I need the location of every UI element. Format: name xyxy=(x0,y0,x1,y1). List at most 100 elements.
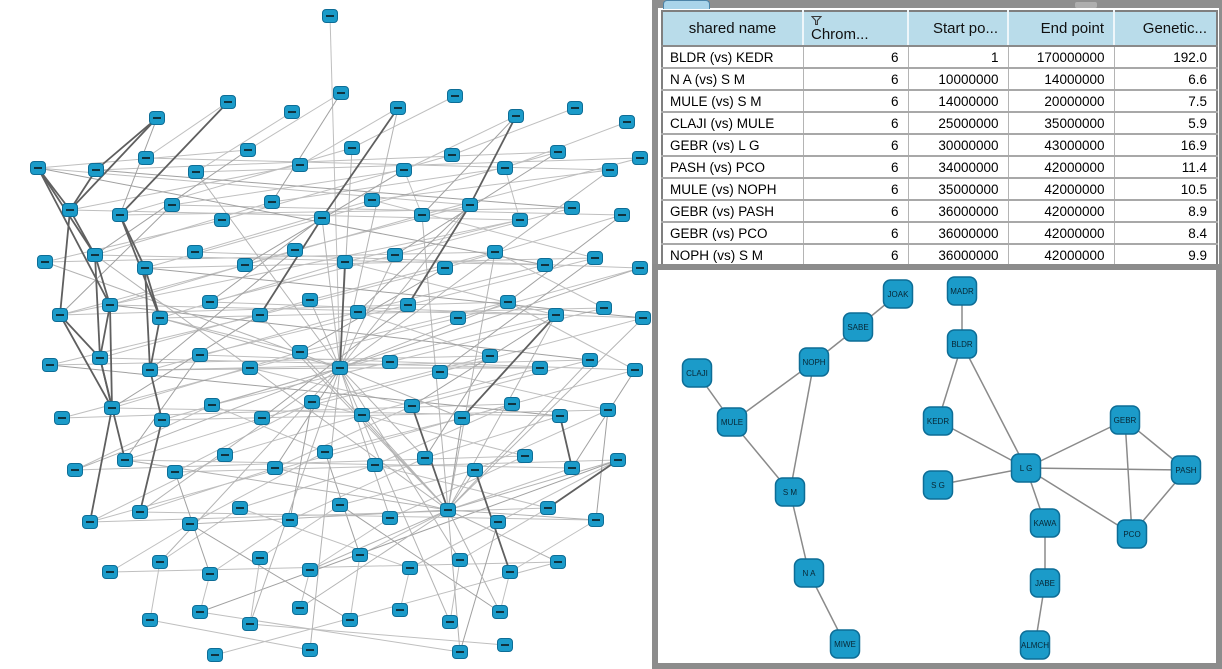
network-node-jabe[interactable]: JABE xyxy=(1029,568,1061,598)
network-node-s-g[interactable]: S G xyxy=(922,470,954,500)
network-node[interactable] xyxy=(240,143,256,157)
network-node[interactable] xyxy=(564,461,580,475)
network-node[interactable] xyxy=(550,145,566,159)
network-node[interactable] xyxy=(610,453,626,467)
network-node[interactable] xyxy=(487,245,503,259)
network-node[interactable] xyxy=(52,308,68,322)
network-node[interactable] xyxy=(490,515,506,529)
network-node[interactable] xyxy=(614,208,630,222)
network-node[interactable] xyxy=(217,448,233,462)
network-node[interactable] xyxy=(392,603,408,617)
network-node[interactable] xyxy=(192,605,208,619)
column-header[interactable]: shared name xyxy=(662,11,803,47)
table-row[interactable]: NOPH (vs) S M 6 36000000 42000000 9.9 xyxy=(662,243,1217,266)
network-node[interactable] xyxy=(149,111,165,125)
network-node[interactable] xyxy=(220,95,236,109)
main-network-view[interactable] xyxy=(0,0,652,669)
network-node[interactable] xyxy=(550,555,566,569)
network-node[interactable] xyxy=(342,613,358,627)
network-node[interactable] xyxy=(350,305,366,319)
network-node[interactable] xyxy=(214,213,230,227)
network-node[interactable] xyxy=(540,501,556,515)
network-node[interactable] xyxy=(440,503,456,517)
table-row[interactable]: MULE (vs) S M 6 14000000 20000000 7.5 xyxy=(662,89,1217,112)
network-node[interactable] xyxy=(187,245,203,259)
network-node[interactable] xyxy=(387,248,403,262)
network-node[interactable] xyxy=(207,648,223,662)
network-node[interactable] xyxy=(452,553,468,567)
network-node[interactable] xyxy=(82,515,98,529)
network-node-mule[interactable]: MULE xyxy=(716,407,748,437)
network-node[interactable] xyxy=(304,395,320,409)
network-node[interactable] xyxy=(344,141,360,155)
network-node[interactable] xyxy=(152,311,168,325)
network-node[interactable] xyxy=(632,151,648,165)
network-node[interactable] xyxy=(188,165,204,179)
table-row[interactable]: MULE (vs) NOPH 6 35000000 42000000 10.5 xyxy=(662,177,1217,200)
network-node[interactable] xyxy=(390,101,406,115)
network-node[interactable] xyxy=(164,198,180,212)
network-node[interactable] xyxy=(182,517,198,531)
network-node[interactable] xyxy=(567,101,583,115)
network-node[interactable] xyxy=(167,465,183,479)
network-node[interactable] xyxy=(317,445,333,459)
network-node[interactable] xyxy=(402,561,418,575)
column-header[interactable]: Start po... xyxy=(907,11,1008,47)
column-header[interactable]: Chrom... xyxy=(802,11,908,47)
network-node[interactable] xyxy=(252,551,268,565)
network-node[interactable] xyxy=(548,308,564,322)
network-node[interactable] xyxy=(202,567,218,581)
network-node[interactable] xyxy=(396,163,412,177)
column-header[interactable]: End point xyxy=(1007,11,1114,47)
filter-funnel-icon[interactable] xyxy=(811,15,822,26)
network-node[interactable] xyxy=(204,398,220,412)
network-node[interactable] xyxy=(537,258,553,272)
network-node[interactable] xyxy=(635,311,651,325)
network-node[interactable] xyxy=(302,293,318,307)
network-node[interactable] xyxy=(632,261,648,275)
network-node[interactable] xyxy=(588,513,604,527)
network-node[interactable] xyxy=(282,513,298,527)
network-node-joak[interactable]: JOAK xyxy=(882,279,914,309)
network-node-l-g[interactable]: L G xyxy=(1010,453,1042,483)
table-row[interactable]: PASH (vs) PCO 6 34000000 42000000 11.4 xyxy=(662,155,1217,178)
network-node[interactable] xyxy=(37,255,53,269)
network-node-almch[interactable]: ALMCH xyxy=(1019,630,1051,660)
network-node[interactable] xyxy=(142,363,158,377)
network-node[interactable] xyxy=(454,411,470,425)
network-node-kedr[interactable]: KEDR xyxy=(922,406,954,436)
network-node[interactable] xyxy=(332,498,348,512)
table-row[interactable]: GEBR (vs) PASH 6 36000000 42000000 8.9 xyxy=(662,199,1217,222)
sub-network-canvas[interactable]: JOAK SABE NOPH CLAJI MULE S M N A MIWE MADR BLDR K… xyxy=(658,270,1216,663)
sub-network-view[interactable]: JOAK SABE NOPH CLAJI MULE S M N A MIWE MADR BLDR K… xyxy=(652,264,1222,669)
network-node[interactable] xyxy=(450,311,466,325)
network-node[interactable] xyxy=(62,203,78,217)
network-node[interactable] xyxy=(447,89,463,103)
network-node[interactable] xyxy=(104,401,120,415)
table-row[interactable]: CLAJI (vs) MULE 6 25000000 35000000 5.9 xyxy=(662,111,1217,134)
network-node[interactable] xyxy=(292,158,308,172)
network-node[interactable] xyxy=(152,555,168,569)
network-node[interactable] xyxy=(600,403,616,417)
network-node[interactable] xyxy=(92,351,108,365)
network-node[interactable] xyxy=(354,408,370,422)
table-row[interactable]: GEBR (vs) PCO 6 36000000 42000000 8.4 xyxy=(662,221,1217,244)
network-node[interactable] xyxy=(142,613,158,627)
table-row[interactable]: GEBR (vs) L G 6 30000000 43000000 16.9 xyxy=(662,133,1217,156)
network-node-sabe[interactable]: SABE xyxy=(842,312,874,342)
network-node[interactable] xyxy=(497,638,513,652)
network-node[interactable] xyxy=(502,565,518,579)
network-node[interactable] xyxy=(619,115,635,129)
network-node-pco[interactable]: PCO xyxy=(1116,519,1148,549)
network-node-miwe[interactable]: MIWE xyxy=(829,629,861,659)
network-node[interactable] xyxy=(587,251,603,265)
network-node-noph[interactable]: NOPH xyxy=(798,347,830,377)
network-node[interactable] xyxy=(42,358,58,372)
network-node[interactable] xyxy=(437,261,453,275)
network-node[interactable] xyxy=(302,563,318,577)
network-node[interactable] xyxy=(267,461,283,475)
network-node[interactable] xyxy=(202,295,218,309)
table-row[interactable]: BLDR (vs) KEDR 6 1 170000000 192.0 xyxy=(662,45,1217,68)
network-node[interactable] xyxy=(232,501,248,515)
network-node[interactable] xyxy=(112,208,128,222)
